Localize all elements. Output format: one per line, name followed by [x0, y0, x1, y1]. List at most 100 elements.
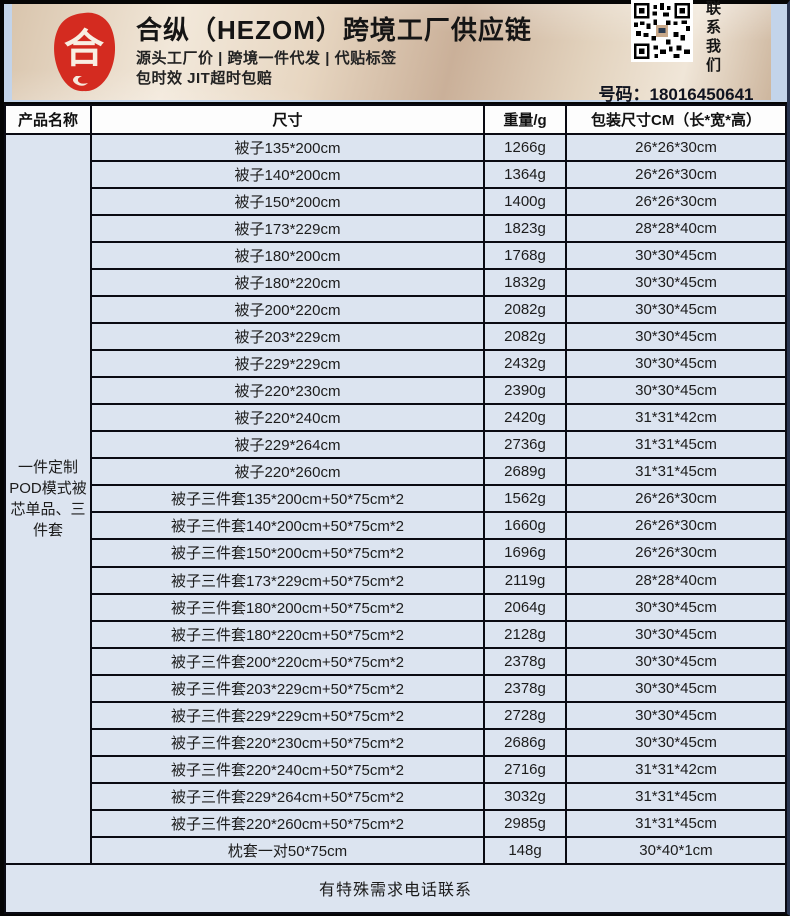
package-cell: 28*28*40cm	[565, 565, 787, 595]
size-cell: 枕套一对50*75cm	[90, 835, 485, 865]
package-cell: 30*40*1cm	[565, 835, 787, 865]
weight-cell: 2128g	[483, 619, 567, 649]
package-cell: 26*26*30cm	[565, 187, 787, 217]
weight-cell: 3032g	[483, 781, 567, 811]
contact-us-vertical-label: 联系我们	[704, 0, 721, 76]
weight-cell: 1266g	[483, 132, 567, 163]
table-row: 被子三件套220*260cm+50*75cm*2 2985g 31*31*45cm	[5, 808, 787, 838]
size-cell: 被子220*240cm	[90, 403, 485, 433]
package-cell: 30*30*45cm	[565, 349, 787, 379]
table-row: 被子140*200cm 1364g 26*26*30cm	[5, 160, 787, 190]
brand-tagline-1: 源头工厂价 | 跨境一件代发 | 代贴标签	[136, 50, 397, 67]
package-cell: 30*30*45cm	[565, 295, 787, 325]
brand-tagline-2: 包时效 JIT超时包赔	[136, 70, 273, 87]
table-row: 一件定制POD模式被芯单品、三件套 被子135*200cm 1266g 26*26*3…	[4, 132, 787, 865]
weight-cell: 2420g	[483, 403, 567, 433]
package-cell: 26*26*30cm	[565, 132, 787, 163]
size-cell: 被子180*200cm	[90, 241, 485, 271]
table-row: 被子220*240cm 2420g 31*31*42cm	[5, 403, 787, 433]
size-cell: 被子140*200cm	[90, 160, 485, 190]
contact-block: 联系我们 号码：18016450641	[591, 0, 761, 105]
table-row: 被子173*229cm 1823g 28*28*40cm	[5, 214, 787, 244]
size-cell: 被子220*260cm	[90, 457, 485, 487]
weight-cell: 2378g	[483, 646, 567, 676]
table-row: 被子三件套220*230cm+50*75cm*2 2686g 30*30*45cm	[5, 727, 787, 757]
table-row: 被子三件套220*240cm+50*75cm*2 2716g 31*31*42cm	[5, 754, 787, 784]
package-cell: 31*31*45cm	[565, 808, 787, 838]
table-row: 被子220*230cm 2390g 30*30*45cm	[5, 376, 787, 406]
size-cell: 被子三件套229*229cm+50*75cm*2	[90, 700, 485, 730]
qr-code-icon	[631, 0, 693, 62]
package-cell: 30*30*45cm	[565, 673, 787, 703]
size-cell: 被子180*220cm	[90, 268, 485, 298]
package-cell: 30*30*45cm	[565, 322, 787, 352]
size-cell: 被子三件套150*200cm+50*75cm*2	[90, 538, 485, 568]
table-row: 被子三件套200*220cm+50*75cm*2 2378g 30*30*45cm	[5, 646, 787, 676]
package-cell: 30*30*45cm	[565, 727, 787, 757]
package-cell: 30*30*45cm	[565, 700, 787, 730]
package-cell: 30*30*45cm	[565, 619, 787, 649]
size-cell: 被子229*229cm	[90, 349, 485, 379]
header-row: 产品名称 尺寸 重量/g 包装尺寸CM（长*宽*高）	[4, 104, 787, 135]
banner-text: 合纵（HEZOM）跨境工厂供应链 源头工厂价 | 跨境一件代发 | 代贴标签 包…	[126, 15, 591, 89]
package-cell: 28*28*40cm	[565, 214, 787, 244]
weight-cell: 2728g	[483, 700, 567, 730]
seal-logo-icon: 合	[54, 12, 116, 92]
package-cell: 30*30*45cm	[565, 646, 787, 676]
size-cell: 被子三件套220*260cm+50*75cm*2	[90, 808, 485, 838]
weight-cell: 1823g	[483, 214, 567, 244]
weight-cell: 1832g	[483, 268, 567, 298]
header-package: 包装尺寸CM（长*宽*高）	[565, 104, 787, 135]
weight-cell: 2082g	[483, 295, 567, 325]
weight-cell: 2716g	[483, 754, 567, 784]
table-row: 被子三件套180*200cm+50*75cm*2 2064g 30*30*45cm	[5, 592, 787, 622]
package-cell: 26*26*30cm	[565, 484, 787, 514]
table-row: 被子三件套150*200cm+50*75cm*2 1696g 26*26*30cm	[5, 538, 787, 568]
table-row: 被子220*260cm 2689g 31*31*45cm	[5, 457, 787, 487]
size-cell: 被子200*220cm	[90, 295, 485, 325]
product-name-cell: 一件定制POD模式被芯单品、三件套	[4, 133, 92, 865]
table-row: 被子180*220cm 1832g 30*30*45cm	[5, 268, 787, 298]
weight-cell: 2686g	[483, 727, 567, 757]
size-cell: 被子三件套173*229cm+50*75cm*2	[90, 565, 485, 595]
size-cell: 被子三件套203*229cm+50*75cm*2	[90, 673, 485, 703]
weight-cell: 1400g	[483, 187, 567, 217]
table-row: 被子150*200cm 1400g 26*26*30cm	[5, 187, 787, 217]
weight-cell: 2064g	[483, 592, 567, 622]
table-row: 被子229*229cm 2432g 30*30*45cm	[5, 349, 787, 379]
size-cell: 被子135*200cm	[90, 132, 485, 163]
package-cell: 30*30*45cm	[565, 241, 787, 271]
header-product-name: 产品名称	[4, 104, 92, 135]
size-cell: 被子203*229cm	[90, 322, 485, 352]
package-cell: 31*31*42cm	[565, 403, 787, 433]
weight-cell: 2432g	[483, 349, 567, 379]
weight-cell: 1660g	[483, 511, 567, 541]
brand-banner: 合 合纵（HEZOM）跨境工厂供应链 源头工厂价 | 跨境一件代发 | 代贴标签…	[12, 0, 771, 104]
package-cell: 31*31*42cm	[565, 754, 787, 784]
header-weight: 重量/g	[483, 104, 567, 135]
weight-cell: 2736g	[483, 430, 567, 460]
size-cell: 被子三件套229*264cm+50*75cm*2	[90, 781, 485, 811]
phone-number: 号码：18016450641	[598, 84, 754, 104]
table-row: 被子三件套229*229cm+50*75cm*2 2728g 30*30*45cm	[5, 700, 787, 730]
spec-table: 产品名称 尺寸 重量/g 包装尺寸CM（长*宽*高） 一件定制POD模式被芯单品…	[4, 104, 787, 915]
weight-cell: 1768g	[483, 241, 567, 271]
brand-logo: 合	[42, 10, 126, 94]
size-cell: 被子三件套220*240cm+50*75cm*2	[90, 754, 485, 784]
svg-text:合: 合	[64, 27, 104, 71]
weight-cell: 148g	[483, 835, 567, 865]
footer-note: 有特殊需求电话联系	[4, 862, 787, 915]
brand-title: 合纵（HEZOM）跨境工厂供应链	[136, 15, 532, 45]
header-size: 尺寸	[90, 104, 485, 135]
size-cell: 被子150*200cm	[90, 187, 485, 217]
size-cell: 被子三件套135*200cm+50*75cm*2	[90, 484, 485, 514]
table-row: 被子三件套135*200cm+50*75cm*2 1562g 26*26*30cm	[5, 484, 787, 514]
package-cell: 26*26*30cm	[565, 160, 787, 190]
size-cell: 被子三件套220*230cm+50*75cm*2	[90, 727, 485, 757]
table-row: 被子203*229cm 2082g 30*30*45cm	[5, 322, 787, 352]
table-row: 被子三件套203*229cm+50*75cm*2 2378g 30*30*45cm	[5, 673, 787, 703]
table-row: 被子三件套173*229cm+50*75cm*2 2119g 28*28*40cm	[5, 565, 787, 595]
weight-cell: 2119g	[483, 565, 567, 595]
size-cell: 被子229*264cm	[90, 430, 485, 460]
